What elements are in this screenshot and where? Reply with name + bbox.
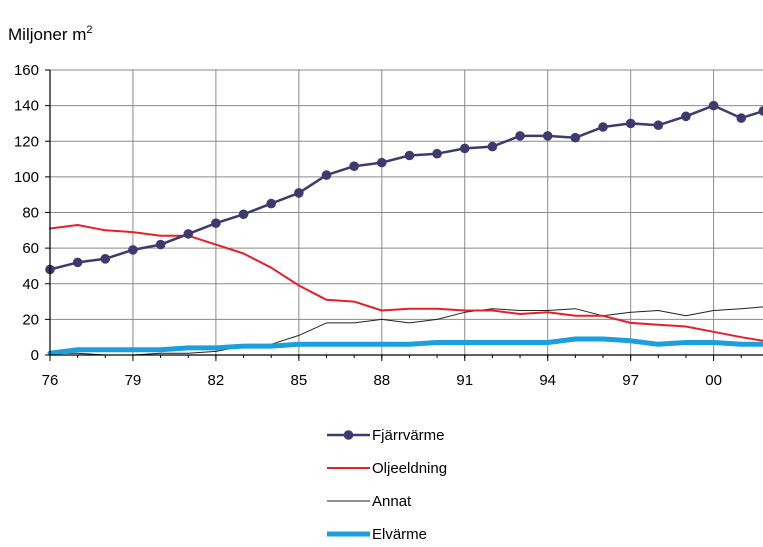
legend: Fjärrvärme Oljeeldning Annat Elvärme	[327, 427, 447, 543]
x-tick-label: 91	[456, 372, 473, 389]
data-point	[653, 120, 664, 131]
data-point	[404, 150, 415, 161]
data-point	[515, 131, 525, 141]
x-tick-label: 79	[125, 372, 142, 389]
data-point	[487, 141, 498, 152]
y-tick-label: 140	[14, 98, 39, 115]
x-tick-label: 88	[373, 372, 390, 389]
x-tick-label: 85	[291, 372, 308, 389]
data-point	[542, 131, 553, 141]
data-point	[72, 257, 83, 268]
data-point	[598, 122, 608, 132]
data-point	[211, 218, 221, 228]
data-point	[128, 245, 138, 255]
y-tick-label: 80	[22, 205, 39, 222]
x-tick-label: 97	[622, 372, 639, 389]
data-point	[736, 113, 747, 123]
y-axis-label: Miljoner m2	[8, 24, 93, 44]
y-tick-label: 100	[14, 169, 39, 186]
data-point	[625, 118, 636, 129]
legend-label: Oljeeldning	[372, 460, 447, 477]
legend-label: Annat	[372, 493, 412, 510]
data-point	[266, 198, 277, 209]
data-point	[155, 239, 166, 250]
data-point	[459, 143, 470, 154]
series-line	[49, 306, 763, 356]
data-point	[100, 254, 111, 264]
y-tick-label: 0	[31, 347, 39, 364]
legend-label: Fjärrvärme	[372, 427, 445, 444]
y-tick-label: 120	[14, 133, 39, 150]
data-point	[758, 106, 763, 116]
y-tick-label: 40	[22, 276, 39, 293]
data-point	[708, 100, 719, 111]
x-tick-label: 94	[539, 372, 556, 389]
y-tick-label: 20	[22, 311, 39, 328]
y-tick-label: 60	[22, 240, 39, 257]
series-lines	[45, 100, 763, 356]
data-point	[570, 132, 581, 143]
series-line	[47, 336, 763, 356]
legend-marker	[343, 430, 354, 440]
y-axis-label-main: Miljoner m	[8, 25, 86, 44]
data-point	[238, 209, 249, 220]
y-tick-label: 160	[14, 62, 39, 79]
data-point	[377, 157, 387, 168]
axes: 0 20 40 60 80 100 120 140 160 76 79 82 85 88 91 94 97 00	[14, 62, 763, 389]
data-point	[432, 148, 442, 159]
x-tick-label: 82	[208, 372, 225, 389]
data-point	[321, 170, 332, 180]
data-point	[294, 188, 304, 198]
x-tick-label: 00	[705, 372, 722, 389]
data-point	[681, 111, 691, 122]
y-axis-label-superscript: 2	[86, 24, 92, 36]
data-point	[349, 161, 359, 171]
x-tick-label: 76	[42, 372, 59, 389]
data-point	[183, 229, 194, 239]
legend-label: Elvärme	[372, 526, 427, 543]
series-line	[49, 224, 763, 342]
grid	[50, 69, 763, 355]
